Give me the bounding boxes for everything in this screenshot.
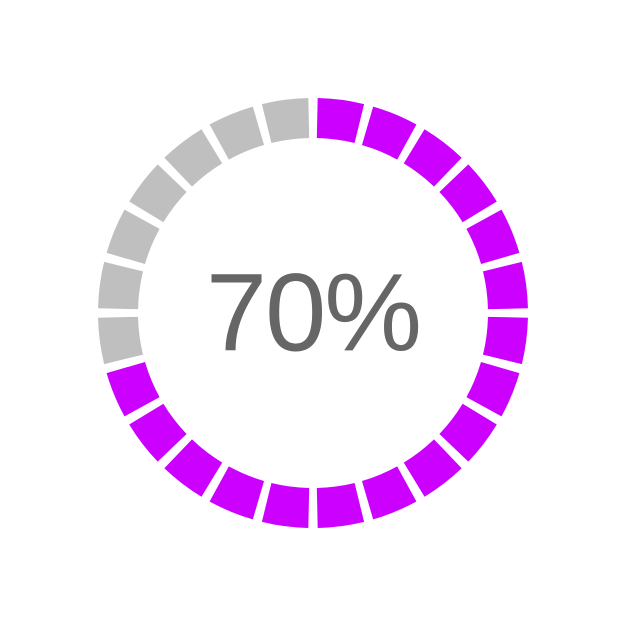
gauge-segment-filled: [466, 210, 519, 264]
gauge-segment-empty: [262, 98, 309, 143]
gauge-segment-empty: [98, 262, 143, 309]
gauge-segment-empty: [164, 129, 222, 186]
gauge-segment-filled: [317, 98, 364, 143]
gauge-segment-filled: [362, 466, 416, 519]
gauge-segment-filled: [439, 164, 496, 222]
gauge-segment-filled: [483, 262, 528, 309]
gauge-segment-filled: [466, 362, 519, 416]
gauge-segment-filled: [404, 129, 462, 186]
gauge-segment-filled: [483, 317, 528, 364]
progress-gauge-label: 70%: [206, 250, 420, 377]
gauge-segment-empty: [129, 164, 186, 222]
gauge-segment-filled: [164, 439, 222, 496]
progress-gauge: 70%: [83, 83, 543, 543]
gauge-segment-filled: [439, 404, 496, 462]
gauge-segment-empty: [98, 317, 143, 364]
gauge-segment-filled: [362, 107, 416, 160]
gauge-segment-filled: [129, 404, 186, 462]
gauge-segment-filled: [107, 362, 160, 416]
gauge-segment-filled: [262, 483, 309, 528]
gauge-segment-filled: [404, 439, 462, 496]
gauge-segment-empty: [210, 107, 264, 160]
gauge-segment-filled: [210, 466, 264, 519]
gauge-segment-filled: [317, 483, 364, 528]
gauge-segment-empty: [107, 210, 160, 264]
